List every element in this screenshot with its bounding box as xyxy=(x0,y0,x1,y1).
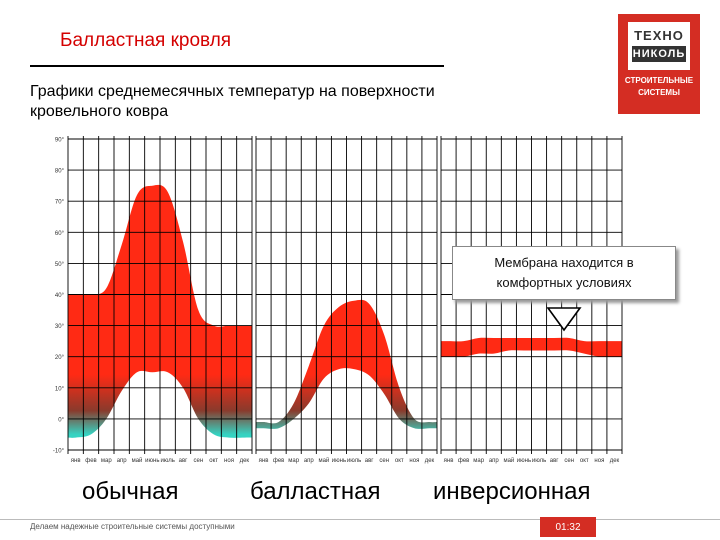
callout-arrow-icon xyxy=(546,307,582,332)
month-label: сен xyxy=(194,458,204,464)
month-label: окт xyxy=(580,458,589,464)
month-label: ноя xyxy=(409,458,419,464)
grid-panel-2 xyxy=(255,136,438,454)
logo-tagline-1: СТРОИТЕЛЬНЫЕ xyxy=(624,76,694,85)
logo-text-line-1: ТЕХНО xyxy=(634,28,684,43)
grid-panel-1 xyxy=(67,136,253,454)
y-tick-label: 80° xyxy=(55,169,65,175)
month-label: июль xyxy=(532,458,546,464)
month-label: июнь xyxy=(517,458,531,464)
month-label: мар xyxy=(101,458,112,464)
callout-line-2: комфортных условиях xyxy=(496,275,632,290)
callout-line-1: Мембрана находится в xyxy=(494,255,634,270)
month-label: июль xyxy=(347,458,361,464)
footer-slogan: Делаем надежные строительные системы дос… xyxy=(30,522,235,531)
month-label: дек xyxy=(425,458,435,464)
y-tick-label: 60° xyxy=(55,231,65,237)
y-tick-label: 50° xyxy=(55,262,65,268)
month-label: ноя xyxy=(224,458,234,464)
y-tick-label: 10° xyxy=(55,386,65,392)
month-label: фев xyxy=(85,458,96,464)
month-label: май xyxy=(132,457,143,464)
y-tick-label: 20° xyxy=(55,355,65,361)
month-label: янв xyxy=(259,458,269,464)
y-tick-label: 70° xyxy=(55,200,65,206)
month-label: авг xyxy=(550,458,560,464)
month-label: окт xyxy=(395,458,404,464)
y-tick-label: -10° xyxy=(53,449,65,455)
membrane-callout: Мембрана находится в комфортных условиях xyxy=(452,246,676,300)
logo-text-line-2: НИКОЛЬ xyxy=(632,46,686,62)
month-label: апр xyxy=(117,458,128,464)
month-label: май xyxy=(318,457,329,464)
y-tick-label: 40° xyxy=(55,293,65,299)
category-label-inverted: инверсионная xyxy=(433,478,591,505)
month-label: окт xyxy=(209,458,218,464)
page-number: 01:32 xyxy=(540,517,596,537)
month-label: дек xyxy=(240,458,250,464)
tekhnonikol-logo: ТЕХНО НИКОЛЬ СТРОИТЕЛЬНЫЕ СИСТЕМЫ xyxy=(618,14,700,114)
chart-subtitle: Графики среднемесячных температур на пов… xyxy=(30,82,610,122)
month-label: июль xyxy=(160,458,174,464)
month-label: фев xyxy=(273,458,284,464)
category-label-ordinary: обычная xyxy=(82,478,179,505)
y-tick-label: 30° xyxy=(55,324,65,330)
y-tick-label: 90° xyxy=(55,138,65,144)
title-underline xyxy=(30,65,444,67)
month-label: апр xyxy=(489,458,500,464)
footer-divider xyxy=(0,519,720,520)
month-label: апр xyxy=(304,458,315,464)
month-label: авг xyxy=(365,458,375,464)
month-label: мар xyxy=(473,458,484,464)
slide-title: Балластная кровля xyxy=(60,30,232,51)
month-label: сен xyxy=(379,458,389,464)
subtitle-line-1: Графики среднемесячных температур на пов… xyxy=(30,83,435,100)
logo-tagline-2: СИСТЕМЫ xyxy=(638,88,680,97)
month-label: май xyxy=(503,457,514,464)
category-label-ballast: балластная xyxy=(250,478,381,505)
month-label: июнь xyxy=(332,458,346,464)
month-label: сен xyxy=(564,458,574,464)
logo-badge: ТЕХНО НИКОЛЬ xyxy=(628,22,690,70)
month-label: июнь xyxy=(145,458,159,464)
month-label: мар xyxy=(288,458,299,464)
subtitle-line-2: кровельного ковра xyxy=(30,103,169,120)
month-label: авг xyxy=(179,458,189,464)
month-label: фев xyxy=(458,458,469,464)
y-tick-label: 0° xyxy=(58,417,64,423)
month-label: ноя xyxy=(594,458,604,464)
month-label: янв xyxy=(71,458,81,464)
month-label: янв xyxy=(444,458,454,464)
month-label: дек xyxy=(610,458,620,464)
